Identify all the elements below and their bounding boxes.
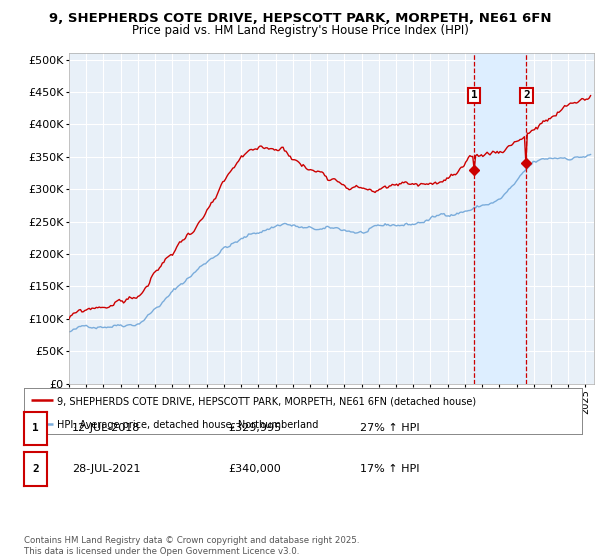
Text: 27% ↑ HPI: 27% ↑ HPI	[360, 423, 419, 433]
Text: 12-JUL-2018: 12-JUL-2018	[72, 423, 140, 433]
Bar	[474, 53, 526, 384]
Text: 1: 1	[470, 90, 478, 100]
Text: 2: 2	[523, 90, 530, 100]
Text: 17% ↑ HPI: 17% ↑ HPI	[360, 464, 419, 474]
Text: 9, SHEPHERDS COTE DRIVE, HEPSCOTT PARK, MORPETH, NE61 6FN: 9, SHEPHERDS COTE DRIVE, HEPSCOTT PARK, …	[49, 12, 551, 25]
Text: £340,000: £340,000	[228, 464, 281, 474]
Text: Contains HM Land Registry data © Crown copyright and database right 2025.
This d: Contains HM Land Registry data © Crown c…	[24, 536, 359, 556]
Text: 2: 2	[32, 464, 39, 474]
Text: 28-JUL-2021: 28-JUL-2021	[72, 464, 140, 474]
Text: £329,995: £329,995	[228, 423, 281, 433]
Text: HPI: Average price, detached house, Northumberland: HPI: Average price, detached house, Nort…	[58, 420, 319, 430]
Text: 1: 1	[32, 423, 39, 433]
Text: 9, SHEPHERDS COTE DRIVE, HEPSCOTT PARK, MORPETH, NE61 6FN (detached house): 9, SHEPHERDS COTE DRIVE, HEPSCOTT PARK, …	[58, 396, 476, 407]
Text: Price paid vs. HM Land Registry's House Price Index (HPI): Price paid vs. HM Land Registry's House …	[131, 24, 469, 36]
